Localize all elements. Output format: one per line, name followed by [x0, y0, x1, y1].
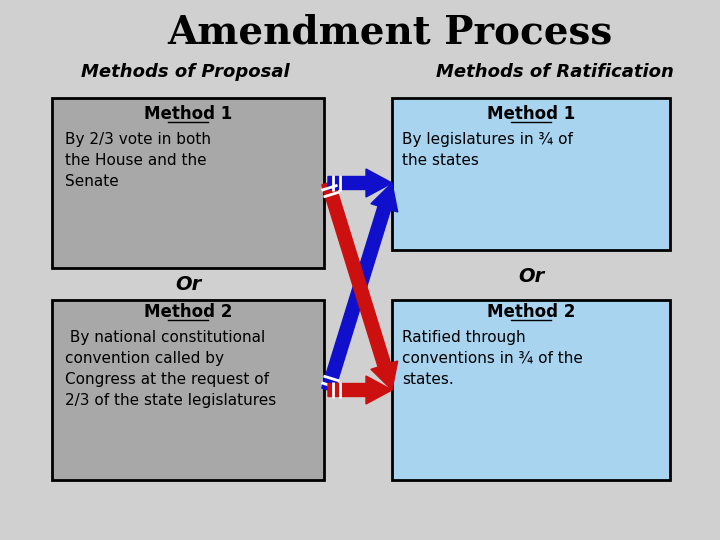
Text: Method 2: Method 2	[487, 303, 575, 321]
Text: By 2/3 vote in both
the House and the
Senate: By 2/3 vote in both the House and the Se…	[65, 132, 211, 189]
Text: Method 2: Method 2	[144, 303, 232, 321]
Text: Method 1: Method 1	[487, 105, 575, 123]
FancyArrow shape	[328, 169, 392, 197]
Text: Method 1: Method 1	[144, 105, 232, 123]
Text: Or: Or	[175, 275, 201, 294]
FancyBboxPatch shape	[392, 300, 670, 480]
Text: Amendment Process: Amendment Process	[167, 13, 613, 51]
FancyArrow shape	[322, 183, 397, 392]
FancyArrow shape	[328, 376, 392, 404]
FancyBboxPatch shape	[392, 98, 670, 250]
Text: Methods of Ratification: Methods of Ratification	[436, 63, 674, 81]
Text: Or: Or	[518, 267, 544, 287]
FancyArrow shape	[322, 181, 397, 390]
FancyBboxPatch shape	[52, 98, 324, 268]
Text: Methods of Proposal: Methods of Proposal	[81, 63, 289, 81]
Text: Ratified through
conventions in ¾ of the
states.: Ratified through conventions in ¾ of the…	[402, 330, 583, 387]
FancyBboxPatch shape	[52, 300, 324, 480]
Text: By legislatures in ¾ of
the states: By legislatures in ¾ of the states	[402, 132, 573, 168]
Text: By national constitutional
convention called by
Congress at the request of
2/3 o: By national constitutional convention ca…	[65, 330, 276, 408]
